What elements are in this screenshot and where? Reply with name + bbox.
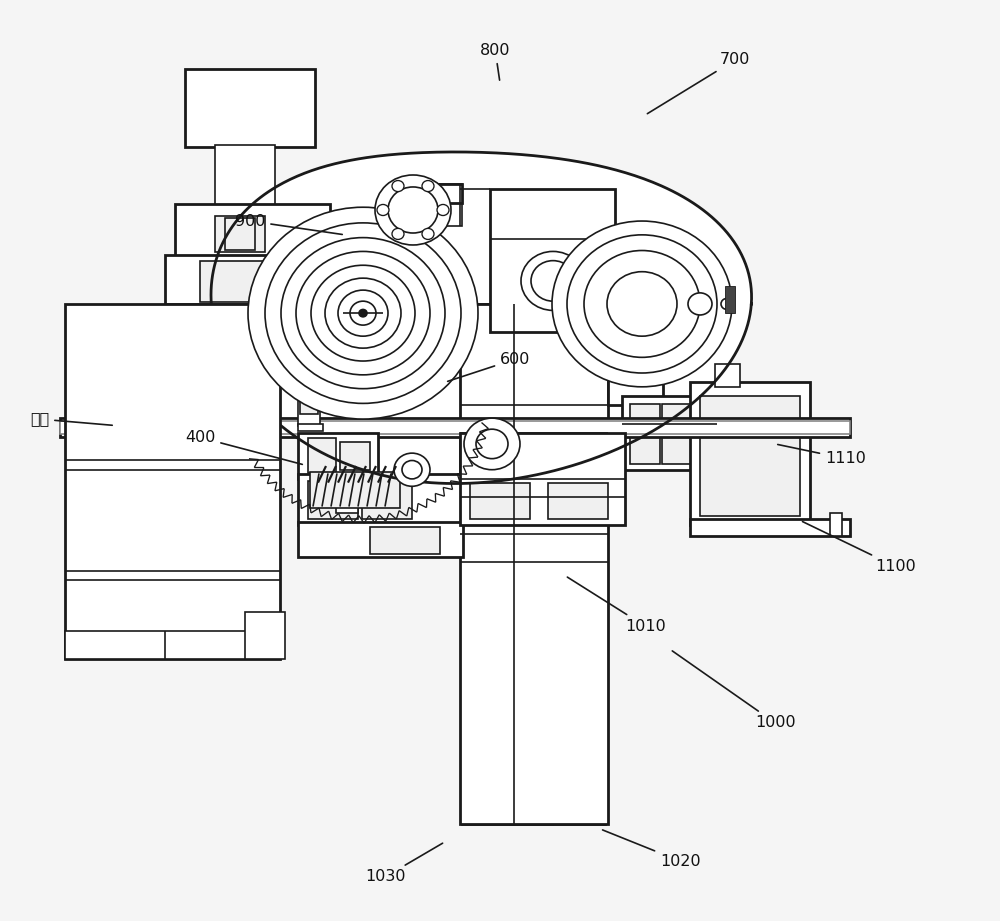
Bar (340, 442, 370, 470)
Circle shape (584, 251, 700, 357)
Bar (460, 433, 625, 525)
Bar (622, 396, 717, 470)
Bar (308, 438, 336, 473)
Bar (490, 189, 615, 332)
Bar (608, 304, 663, 405)
Circle shape (392, 228, 404, 239)
Bar (548, 483, 608, 519)
Text: 1020: 1020 (603, 830, 701, 869)
Bar (308, 481, 358, 519)
Bar (310, 472, 400, 508)
Text: 1100: 1100 (803, 521, 916, 574)
Text: 线材: 线材 (30, 412, 112, 426)
Bar (715, 364, 740, 387)
Bar (60, 418, 850, 437)
Circle shape (567, 235, 717, 373)
Bar (662, 404, 702, 464)
Circle shape (281, 238, 445, 389)
Bar (298, 424, 323, 431)
Bar (608, 304, 628, 345)
Bar (175, 204, 330, 258)
Text: 1110: 1110 (778, 445, 866, 466)
Circle shape (721, 298, 733, 309)
Circle shape (394, 453, 430, 486)
Bar (625, 304, 663, 332)
Circle shape (377, 204, 389, 216)
Bar (690, 519, 850, 536)
Bar (470, 483, 530, 519)
Bar (700, 396, 800, 516)
Bar (185, 69, 315, 147)
Bar (300, 398, 318, 414)
Bar (298, 474, 463, 525)
Circle shape (350, 301, 376, 325)
Circle shape (402, 460, 422, 479)
Bar (65, 631, 280, 659)
Bar (432, 184, 462, 203)
Bar (630, 404, 660, 464)
Text: 800: 800 (480, 43, 511, 80)
Bar (245, 612, 285, 659)
Circle shape (422, 181, 434, 192)
Text: 900: 900 (235, 214, 342, 235)
Circle shape (248, 207, 478, 419)
Bar (165, 304, 265, 327)
Bar (298, 433, 378, 479)
Bar (690, 382, 810, 525)
Bar (362, 481, 412, 519)
Circle shape (607, 272, 677, 336)
Bar (460, 304, 608, 824)
Text: 1000: 1000 (672, 651, 796, 730)
Bar (225, 218, 255, 250)
Circle shape (338, 290, 388, 336)
Circle shape (476, 429, 508, 459)
Bar (336, 487, 358, 513)
Circle shape (531, 261, 575, 301)
Text: 1010: 1010 (567, 577, 666, 634)
Circle shape (296, 251, 430, 375)
Bar (432, 184, 462, 226)
Bar (65, 304, 280, 659)
Circle shape (375, 175, 451, 245)
Polygon shape (211, 152, 752, 484)
Circle shape (265, 223, 461, 403)
Bar (830, 513, 842, 536)
Text: 1030: 1030 (365, 844, 443, 884)
Circle shape (521, 251, 585, 310)
Bar (165, 255, 340, 306)
Bar (370, 527, 440, 554)
Text: 600: 600 (448, 352, 530, 381)
Bar (215, 145, 275, 207)
Circle shape (552, 221, 732, 387)
Text: 700: 700 (647, 52, 750, 113)
Circle shape (422, 228, 434, 239)
Bar (298, 522, 463, 557)
Bar (510, 304, 605, 824)
Circle shape (311, 265, 415, 361)
Circle shape (388, 187, 438, 233)
Bar (60, 421, 850, 434)
Circle shape (464, 418, 520, 470)
Circle shape (325, 278, 401, 348)
Bar (725, 286, 735, 313)
Circle shape (359, 309, 367, 317)
Bar (215, 216, 265, 252)
Circle shape (392, 181, 404, 192)
Circle shape (437, 204, 449, 216)
Bar (462, 304, 552, 824)
Bar (298, 398, 320, 426)
Text: 400: 400 (185, 430, 302, 464)
Bar (200, 261, 300, 302)
Circle shape (688, 293, 712, 315)
